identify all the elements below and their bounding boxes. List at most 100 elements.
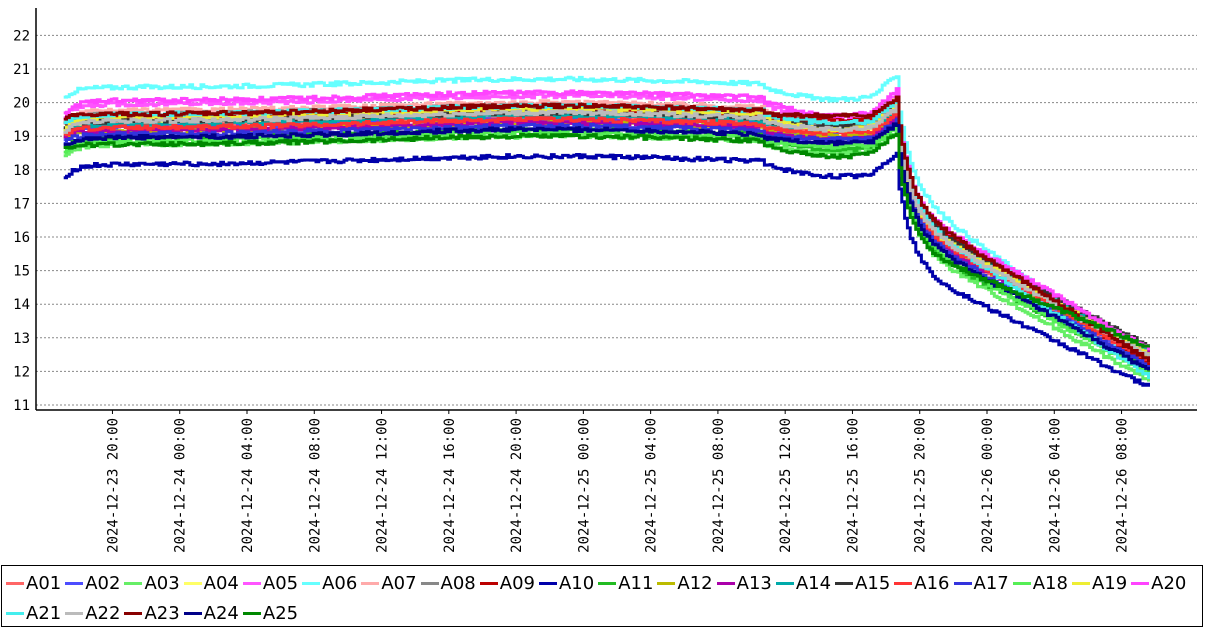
legend-item-a16: A16 xyxy=(894,572,950,594)
legend-item-a01: A01 xyxy=(6,573,61,594)
y-tick-label: 12 xyxy=(13,364,30,380)
legend-item-a08: A08 xyxy=(420,572,476,594)
series-line-a17 xyxy=(63,118,1150,369)
legend-swatch xyxy=(657,581,676,585)
legend-swatch xyxy=(420,581,439,585)
legend-item-a10: A10 xyxy=(538,573,594,594)
series-line-a23 xyxy=(63,95,1150,363)
y-tick-label: 11 xyxy=(13,398,30,414)
legend-item-a14: A14 xyxy=(775,572,832,594)
legend-label: A08 xyxy=(440,572,476,594)
legend-swatch xyxy=(1071,581,1090,585)
legend-label: A02 xyxy=(85,572,121,594)
legend-label: A23 xyxy=(144,602,180,624)
legend-item-a17: A17 xyxy=(953,572,1009,594)
series-line-a22 xyxy=(63,104,1150,357)
legend-swatch xyxy=(598,581,617,585)
legend-label: A06 xyxy=(322,572,358,594)
legend-label: A21 xyxy=(26,602,62,624)
y-tick-label: 20 xyxy=(13,96,30,112)
legend-swatch xyxy=(65,581,84,585)
legend-item-a02: A02 xyxy=(65,573,120,594)
legend-label: A05 xyxy=(262,572,299,594)
series-line-a24 xyxy=(63,122,1150,371)
y-tick-label: 17 xyxy=(13,196,30,212)
x-tick-label: 2024-12-26 00:00 xyxy=(980,418,996,553)
legend-row: A01 A02 A03 A04 A05 A06 A07 A08 A09 A10 A11 A12 A13 A… xyxy=(6,569,1190,597)
legend-swatch xyxy=(716,581,735,585)
legend-label: A20 xyxy=(1151,572,1187,594)
legend-label: A14 xyxy=(795,572,832,594)
x-tick-label: 2024-12-24 16:00 xyxy=(442,418,458,553)
legend-item-a25: A25 xyxy=(242,602,299,624)
legend-item-a23: A23 xyxy=(124,602,180,624)
y-tick-label: 16 xyxy=(13,230,30,246)
x-tick-label: 2024-12-25 08:00 xyxy=(711,418,727,553)
legend-label: A17 xyxy=(973,572,1009,594)
legend-label: A18 xyxy=(1032,572,1068,594)
legend-swatch xyxy=(6,611,24,615)
legend-label: A04 xyxy=(203,572,239,594)
y-tick-label: 13 xyxy=(13,331,30,347)
legend-label: A19 xyxy=(1091,572,1128,594)
legend-swatch xyxy=(124,581,143,585)
y-tick-label: 22 xyxy=(13,28,30,44)
legend-swatch xyxy=(65,611,84,615)
legend-item-a03: A03 xyxy=(124,572,180,594)
legend-label: A09 xyxy=(499,572,535,594)
legend-item-a04: A04 xyxy=(183,572,239,594)
legend-swatch xyxy=(183,611,202,615)
series-line-a02 xyxy=(63,111,1150,360)
legend-item-a07: A07 xyxy=(361,573,417,594)
legend-label: A01 xyxy=(26,572,62,594)
y-tick-label: 15 xyxy=(13,264,30,280)
legend-label: A16 xyxy=(914,572,950,594)
series-line-a25 xyxy=(63,132,1150,348)
y-axis: 11 12 13 14 15 16 17 18 19 20 21 22 xyxy=(13,8,37,414)
legend-item-a21: A21 xyxy=(6,603,61,624)
legend-swatch xyxy=(775,581,794,585)
x-tick-label: 2024-12-25 00:00 xyxy=(576,418,592,553)
legend-item-a09: A09 xyxy=(479,572,535,594)
legend-item-a11: A11 xyxy=(598,573,653,594)
legend-swatch xyxy=(835,581,854,585)
y-tick-label: 21 xyxy=(13,62,30,78)
legend-label: A12 xyxy=(677,572,713,594)
x-axis: 2024-12-23 20:00 2024-12-24 00:00 2024-12-… xyxy=(36,409,1197,553)
legend-label: A13 xyxy=(736,572,772,594)
x-tick-label: 2024-12-25 16:00 xyxy=(845,418,861,553)
legend-label: A22 xyxy=(85,602,121,624)
series-line-a20 xyxy=(63,87,1150,351)
x-tick-label: 2024-12-24 00:00 xyxy=(173,418,189,553)
legend: A01 A02 A03 A04 A05 A06 A07 A08 A09 A10 A11 A12 A13 A… xyxy=(1,565,1203,627)
series-lines xyxy=(63,75,1150,387)
legend-label: A25 xyxy=(262,602,299,624)
x-tick-label: 2024-12-23 20:00 xyxy=(105,418,121,553)
legend-swatch xyxy=(361,581,380,585)
series-line-a06 xyxy=(63,75,1150,368)
legend-item-a18: A18 xyxy=(1012,572,1068,594)
legend-swatch xyxy=(1012,581,1031,585)
legend-item-a13: A13 xyxy=(716,572,772,594)
legend-item-a15: A15 xyxy=(835,573,890,594)
x-tick-label: 2024-12-25 12:00 xyxy=(778,418,794,553)
legend-label: A24 xyxy=(203,602,239,624)
legend-item-a19: A19 xyxy=(1071,572,1128,594)
legend-label: A03 xyxy=(144,572,180,594)
x-tick-label: 2024-12-26 08:00 xyxy=(1115,418,1131,553)
y-tick-label: 18 xyxy=(13,163,30,179)
legend-swatch xyxy=(479,581,498,585)
x-tick-label: 2024-12-25 20:00 xyxy=(913,418,929,553)
legend-label: A11 xyxy=(618,572,654,594)
legend-swatch xyxy=(242,611,261,615)
legend-item-a24: A24 xyxy=(183,602,239,624)
legend-label: A15 xyxy=(855,572,891,594)
legend-item-a20: A20 xyxy=(1131,573,1186,594)
legend-item-a05: A05 xyxy=(242,572,299,594)
x-tick-label: 2024-12-26 04:00 xyxy=(1047,418,1063,553)
x-tick-label: 2024-12-24 08:00 xyxy=(307,418,323,553)
legend-swatch xyxy=(124,611,143,615)
series-line-a10 xyxy=(63,151,1150,387)
legend-swatch xyxy=(538,581,557,585)
